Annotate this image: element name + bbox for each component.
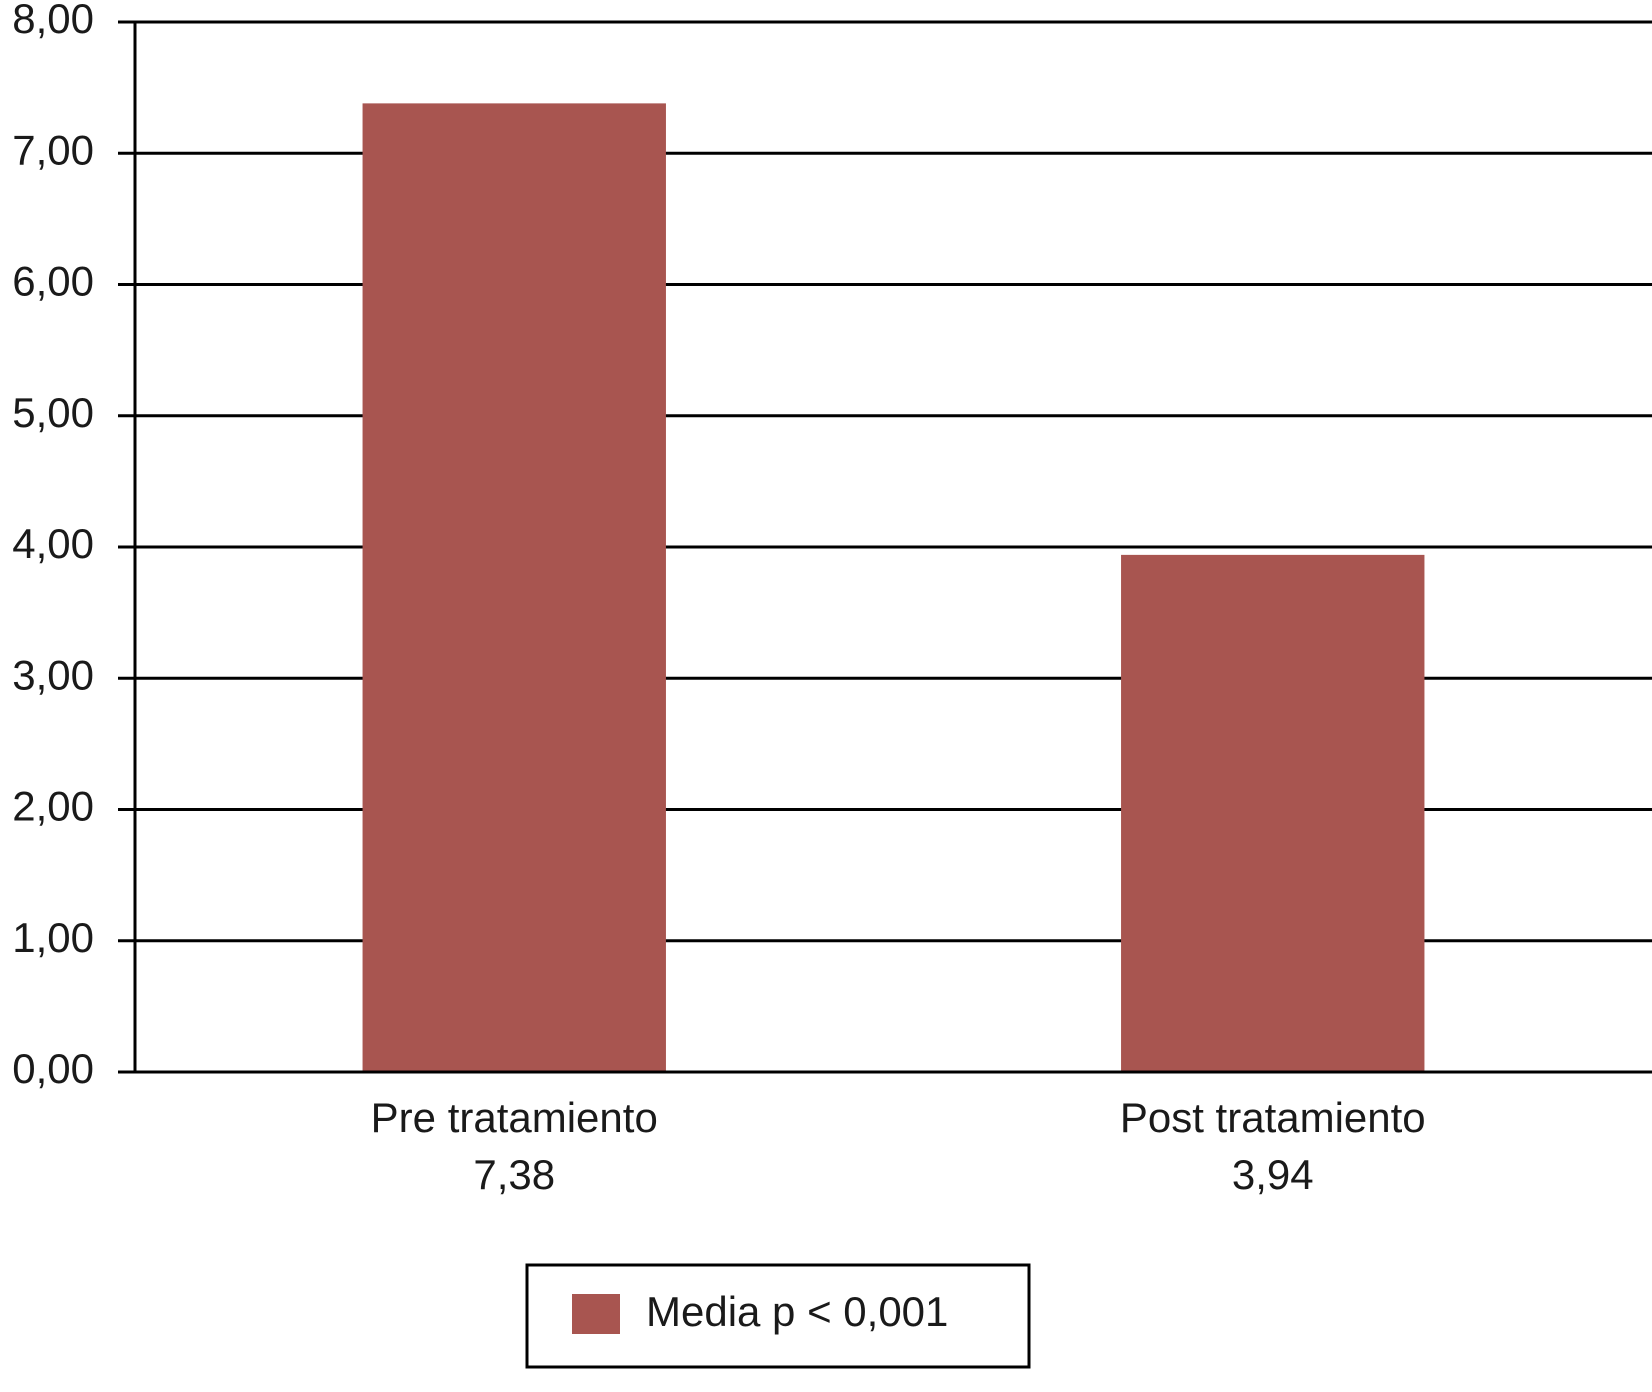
y-tick-label: 1,00 [12, 914, 94, 961]
legend-label: Media p < 0,001 [646, 1288, 948, 1335]
value-label: 3,94 [1232, 1151, 1314, 1198]
y-tick-label: 0,00 [12, 1045, 94, 1092]
y-tick-label: 5,00 [12, 389, 94, 436]
y-tick-label: 4,00 [12, 520, 94, 567]
y-tick-label: 3,00 [12, 651, 94, 698]
x-tick-label: Post tratamiento [1120, 1094, 1426, 1141]
y-tick-label: 2,00 [12, 783, 94, 830]
bar [1121, 554, 1425, 1072]
y-tick-label: 7,00 [12, 126, 94, 173]
legend-swatch [572, 1294, 620, 1334]
y-tick-label: 6,00 [12, 258, 94, 305]
y-tick-label: 8,00 [12, 0, 94, 42]
bar [362, 103, 666, 1072]
value-label: 7,38 [473, 1151, 555, 1198]
x-tick-label: Pre tratamiento [371, 1094, 658, 1141]
